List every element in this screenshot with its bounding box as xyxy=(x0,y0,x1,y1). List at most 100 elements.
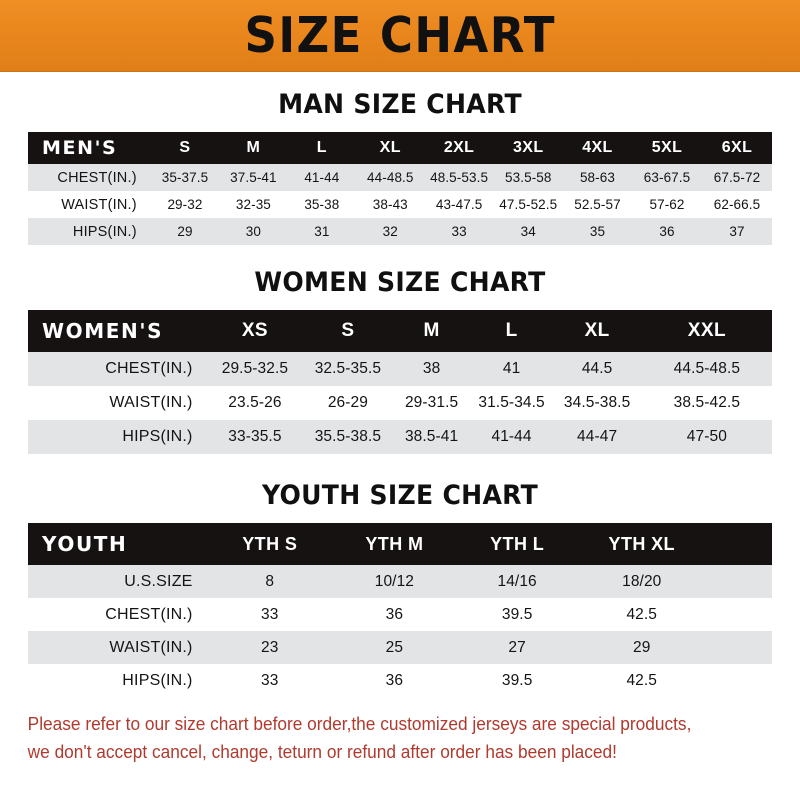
women-hips-m: 38.5-41 xyxy=(404,428,459,445)
man-size-col-xl: XL xyxy=(379,139,401,156)
women-chest-xxl: 44.5-48.5 xyxy=(673,360,741,377)
size-chart-banner: SIZE CHART xyxy=(0,0,800,72)
man-section-title: MAN SIZE CHART xyxy=(278,89,522,120)
youth-row-label-chest: CHEST(IN.) xyxy=(105,605,193,623)
man-size-col-5xl: 5XL xyxy=(651,139,683,156)
women-hips-s: 35.5-38.5 xyxy=(314,428,382,445)
man-row-label-chest: CHEST(IN.) xyxy=(57,169,137,186)
youth-waist-xl: 29 xyxy=(633,638,651,656)
youth-size-col-spacer xyxy=(705,523,772,565)
women-size-col-xxl: XXL xyxy=(687,320,726,341)
women-size-col-xl: XL xyxy=(584,320,610,341)
man-row-label-waist: WAIST(IN.) xyxy=(61,196,137,213)
man-chest-l: 41-44 xyxy=(304,170,340,185)
man-row-label-hips: HIPS(IN.) xyxy=(72,223,137,240)
man-size-col-m: M xyxy=(246,139,261,156)
return-policy-line-2: we don't accept cancel, change, teturn o… xyxy=(27,741,617,762)
women-chest-xs: 29.5-32.5 xyxy=(221,360,289,377)
man-waist-6xl: 62-66.5 xyxy=(713,197,761,212)
women-hips-xxl: 47-50 xyxy=(686,428,727,445)
table-row: HIPS(IN.) 33 36 39.5 42.5 xyxy=(28,664,772,697)
table-row: WAIST(IN.) 29-32 32-35 35-38 38-43 43-47… xyxy=(28,191,772,218)
man-chest-m: 37.5-41 xyxy=(230,170,277,185)
women-waist-xxl: 38.5-42.5 xyxy=(673,394,741,411)
youth-size-col-m: YTH M xyxy=(365,533,424,554)
man-size-col-2xl: 2XL xyxy=(443,139,475,156)
youth-size-col-xl: YTH XL xyxy=(608,533,675,554)
man-size-col-4xl: 4XL xyxy=(582,139,613,156)
women-size-col-l: L xyxy=(505,320,518,341)
women-size-col-xs: XS xyxy=(241,320,268,341)
youth-table-header-row: YOUTH YTH S YTH M YTH L YTH XL xyxy=(28,523,772,565)
women-size-table-wrap: WOMEN'S XS S M L XL XXL CHEST(IN.) 29.5-… xyxy=(28,310,772,454)
man-chest-2xl: 48.5-53.5 xyxy=(430,170,489,185)
women-hips-xs: 33-35.5 xyxy=(228,428,282,445)
youth-ussize-l: 14/16 xyxy=(497,572,537,590)
women-hips-l: 41-44 xyxy=(491,428,532,445)
women-waist-xs: 23.5-26 xyxy=(228,394,282,411)
man-corner-label: MEN'S xyxy=(42,137,118,159)
youth-hips-s: 33 xyxy=(261,671,279,689)
women-waist-s: 26-29 xyxy=(327,394,368,411)
women-row-label-chest: CHEST(IN.) xyxy=(105,360,193,377)
man-waist-2xl: 43-47.5 xyxy=(435,197,483,212)
youth-ussize-m: 10/12 xyxy=(374,572,415,590)
man-size-col-l: L xyxy=(316,139,327,156)
man-hips-5xl: 36 xyxy=(659,224,675,239)
return-policy-note: Please refer to our size chart before or… xyxy=(20,711,750,767)
table-row: CHEST(IN.) 29.5-32.5 32.5-35.5 38 41 44.… xyxy=(28,352,772,386)
man-chest-6xl: 67.5-72 xyxy=(713,170,761,185)
youth-chest-m: 36 xyxy=(385,605,404,623)
table-row: WAIST(IN.) 23.5-26 26-29 29-31.5 31.5-34… xyxy=(28,386,772,420)
youth-section-title: YOUTH SIZE CHART xyxy=(261,480,539,511)
return-policy-line-1: Please refer to our size chart before or… xyxy=(27,714,692,734)
man-waist-4xl: 52.5-57 xyxy=(574,197,621,212)
youth-size-table-wrap: YOUTH YTH S YTH M YTH L YTH XL U.S.SIZE … xyxy=(28,523,772,697)
man-hips-3xl: 34 xyxy=(520,224,536,239)
table-row: HIPS(IN.) 33-35.5 35.5-38.5 38.5-41 41-4… xyxy=(28,420,772,454)
youth-waist-s: 23 xyxy=(261,638,279,656)
man-waist-l: 35-38 xyxy=(304,197,340,212)
man-chest-xl: 44-48.5 xyxy=(367,170,414,185)
man-waist-3xl: 47.5-52.5 xyxy=(499,197,558,212)
table-row: U.S.SIZE 8 10/12 14/16 18/20 xyxy=(28,565,772,598)
man-size-col-3xl: 3XL xyxy=(513,139,544,156)
man-hips-2xl: 33 xyxy=(451,224,467,239)
youth-waist-spacer xyxy=(705,631,772,664)
youth-hips-l: 39.5 xyxy=(501,671,533,689)
youth-ussize-s: 8 xyxy=(265,572,275,590)
man-size-col-s: S xyxy=(179,139,191,156)
man-hips-6xl: 37 xyxy=(729,224,745,239)
youth-hips-m: 36 xyxy=(385,671,404,689)
man-chest-4xl: 58-63 xyxy=(579,170,615,185)
women-corner-label: WOMEN'S xyxy=(42,319,164,343)
youth-waist-m: 25 xyxy=(385,638,404,656)
man-table-header-row: MEN'S S M L XL 2XL 3XL 4XL 5XL 6XL xyxy=(28,132,772,164)
man-hips-xl: 32 xyxy=(382,224,398,239)
table-row: HIPS(IN.) 29 30 31 32 33 34 35 36 37 xyxy=(28,218,772,245)
women-chest-l: 41 xyxy=(502,360,521,377)
youth-ussize-xl: 18/20 xyxy=(622,572,662,590)
youth-row-label-hips: HIPS(IN.) xyxy=(122,671,193,689)
man-size-col-6xl: 6XL xyxy=(721,139,753,156)
man-waist-xl: 38-43 xyxy=(372,197,408,212)
women-size-col-s: S xyxy=(341,320,355,341)
youth-size-col-s: YTH S xyxy=(242,533,298,554)
youth-chest-spacer xyxy=(705,598,772,631)
youth-hips-xl: 42.5 xyxy=(626,671,658,689)
women-hips-xl: 44-47 xyxy=(577,428,618,445)
youth-corner-label: YOUTH xyxy=(42,532,128,556)
table-row: CHEST(IN.) 35-37.5 37.5-41 41-44 44-48.5… xyxy=(28,164,772,191)
man-hips-s: 29 xyxy=(177,224,193,239)
youth-size-table: YOUTH YTH S YTH M YTH L YTH XL U.S.SIZE … xyxy=(28,523,772,697)
man-size-table-wrap: MEN'S S M L XL 2XL 3XL 4XL 5XL 6XL CHEST… xyxy=(28,132,772,245)
youth-waist-l: 27 xyxy=(508,638,526,656)
man-hips-4xl: 35 xyxy=(589,224,606,239)
youth-row-label-ussize: U.S.SIZE xyxy=(124,572,193,590)
youth-size-col-l: YTH L xyxy=(490,533,545,554)
table-row: CHEST(IN.) 33 36 39.5 42.5 xyxy=(28,598,772,631)
youth-chest-xl: 42.5 xyxy=(626,605,658,623)
women-table-header-row: WOMEN'S XS S M L XL XXL xyxy=(28,310,772,352)
man-hips-m: 30 xyxy=(245,224,262,239)
man-hips-l: 31 xyxy=(314,224,330,239)
